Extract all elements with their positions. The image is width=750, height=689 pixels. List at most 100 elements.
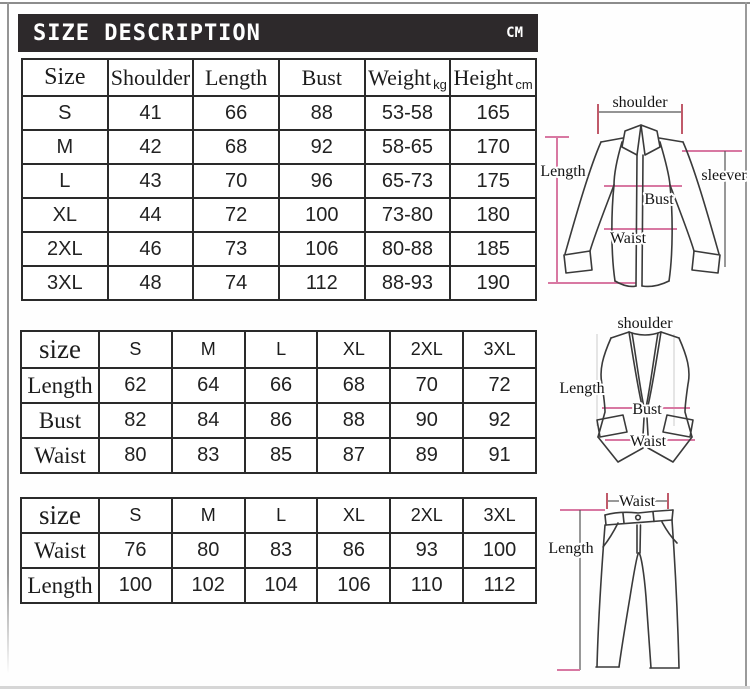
value-cell: 41 bbox=[106, 95, 195, 131]
value-cell: 68 bbox=[316, 367, 392, 404]
vest-length-label: Length bbox=[559, 380, 604, 397]
value-cell: 89 bbox=[389, 437, 465, 474]
value-cell: 66 bbox=[192, 95, 280, 131]
value-cell: 82 bbox=[98, 402, 173, 439]
size-col-header: XL bbox=[316, 330, 392, 369]
value-cell: 64 bbox=[170, 367, 246, 404]
value-cell: 84 bbox=[170, 402, 246, 439]
page-title: SIZE DESCRIPTION bbox=[33, 20, 261, 46]
size-col-header: M bbox=[170, 330, 246, 369]
value-cell: 88-93 bbox=[363, 265, 452, 301]
value-cell: 73-80 bbox=[363, 197, 452, 233]
pants-measurement-lines bbox=[557, 493, 669, 671]
value-cell: 100 bbox=[98, 567, 173, 604]
pants-table-header-row: size S M L XL 2XL 3XL bbox=[20, 497, 537, 534]
value-cell: 90 bbox=[389, 402, 465, 439]
value-cell: 80 bbox=[170, 532, 246, 569]
col-header-label: Size bbox=[44, 64, 86, 90]
vest-size-table: size S M L XL 2XL 3XL Length 62 64 66 68 70 72 Bust 82 8… bbox=[20, 330, 537, 474]
measure-row-header: Length bbox=[20, 567, 100, 604]
value-cell: 104 bbox=[243, 567, 319, 604]
pants-diagram: Waist Length bbox=[546, 491, 680, 671]
size-col-header: 3XL bbox=[462, 497, 537, 534]
size-col-header: 2XL bbox=[389, 330, 465, 369]
col-header-unit: cm bbox=[515, 76, 533, 92]
shirt-shoulder-label: shoulder bbox=[612, 94, 668, 111]
vest-table-header-row: size S M L XL 2XL 3XL bbox=[20, 330, 537, 369]
col-header-unit: kg bbox=[433, 76, 447, 92]
shirt-diagram: shoulder Length sleever Bust Waist bbox=[538, 92, 749, 288]
measure-row-header: Waist bbox=[20, 532, 100, 569]
pants-waist-label: Waist bbox=[619, 493, 656, 510]
shirt-table-row: M 42 68 92 58-65 170 bbox=[21, 129, 537, 165]
vest-table-row: Waist 80 83 85 87 89 91 bbox=[20, 437, 537, 474]
value-cell: 72 bbox=[462, 367, 537, 404]
value-cell: 46 bbox=[106, 231, 195, 267]
value-cell: 44 bbox=[106, 197, 195, 233]
shirt-measurement-lines bbox=[545, 104, 742, 284]
col-header-height: Height cm bbox=[449, 58, 537, 97]
shirt-size-table: Size Shoulder Length Bust Weight kg Height cm S 4… bbox=[21, 58, 537, 301]
size-label-cell: 3XL bbox=[21, 265, 109, 301]
value-cell: 43 bbox=[106, 163, 195, 199]
size-col-header: S bbox=[98, 330, 173, 369]
value-cell: 112 bbox=[462, 567, 537, 604]
frame-top-line bbox=[0, 2, 750, 4]
size-label-cell: S bbox=[21, 95, 109, 131]
vest-outline bbox=[596, 331, 694, 463]
pants-table-row: Length 100 102 104 106 110 112 bbox=[20, 567, 537, 604]
value-cell: 165 bbox=[449, 95, 537, 131]
value-cell: 100 bbox=[462, 532, 537, 569]
size-label-cell: M bbox=[21, 129, 109, 165]
value-cell: 185 bbox=[449, 231, 537, 267]
value-cell: 62 bbox=[98, 367, 173, 404]
shirt-table-row: S 41 66 88 53-58 165 bbox=[21, 95, 537, 131]
measure-row-header: Waist bbox=[20, 437, 100, 474]
value-cell: 170 bbox=[449, 129, 537, 165]
value-cell: 70 bbox=[192, 163, 280, 199]
shirt-length-label: Length bbox=[540, 163, 585, 180]
shirt-bust-label: Bust bbox=[644, 191, 674, 208]
size-label-cell: L bbox=[21, 163, 109, 199]
size-col-header: M bbox=[170, 497, 246, 534]
pants-size-table: size S M L XL 2XL 3XL Waist 76 80 83 86 93 100 Length 1… bbox=[20, 497, 537, 604]
size-col-header: L bbox=[243, 330, 319, 369]
value-cell: 48 bbox=[106, 265, 195, 301]
value-cell: 74 bbox=[192, 265, 280, 301]
pants-length-label: Length bbox=[548, 540, 593, 557]
value-cell: 80 bbox=[98, 437, 173, 474]
value-cell: 93 bbox=[389, 532, 465, 569]
frame-bottom-line bbox=[0, 686, 750, 689]
value-cell: 106 bbox=[277, 231, 366, 267]
pants-table-row: Waist 76 80 83 86 93 100 bbox=[20, 532, 537, 569]
value-cell: 102 bbox=[170, 567, 246, 604]
col-header-shoulder: Shoulder bbox=[106, 58, 195, 97]
measure-row-header: Bust bbox=[20, 402, 100, 439]
corner-header: size bbox=[20, 330, 100, 369]
value-cell: 76 bbox=[98, 532, 173, 569]
shirt-table-header-row: Size Shoulder Length Bust Weight kg Height cm bbox=[21, 58, 537, 97]
col-header-weight: Weight kg bbox=[363, 58, 452, 97]
value-cell: 112 bbox=[277, 265, 366, 301]
shirt-table-row: 2XL 46 73 106 80-88 185 bbox=[21, 231, 537, 267]
size-col-header: 2XL bbox=[389, 497, 465, 534]
value-cell: 86 bbox=[316, 532, 392, 569]
unit-label: CM bbox=[506, 25, 523, 41]
shirt-table-row: 3XL 48 74 112 88-93 190 bbox=[21, 265, 537, 301]
value-cell: 88 bbox=[316, 402, 392, 439]
header-bar: SIZE DESCRIPTION CM bbox=[18, 14, 538, 52]
value-cell: 83 bbox=[243, 532, 319, 569]
col-header-label: Bust bbox=[301, 64, 342, 90]
value-cell: 92 bbox=[462, 402, 537, 439]
size-col-header: L bbox=[243, 497, 319, 534]
measure-row-header: Length bbox=[20, 367, 100, 404]
size-col-header: S bbox=[98, 497, 173, 534]
vest-shoulder-label: shoulder bbox=[617, 315, 673, 332]
value-cell: 42 bbox=[106, 129, 195, 165]
col-header-size: Size bbox=[21, 58, 109, 97]
vest-bust-label: Bust bbox=[632, 401, 662, 418]
frame-right-line bbox=[745, 2, 747, 687]
value-cell: 85 bbox=[243, 437, 319, 474]
value-cell: 96 bbox=[277, 163, 366, 199]
